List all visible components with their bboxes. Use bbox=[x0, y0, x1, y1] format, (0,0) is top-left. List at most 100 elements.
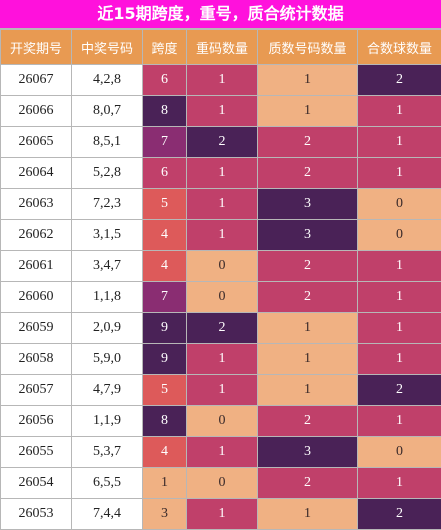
cell-span: 4 bbox=[143, 251, 187, 282]
cell-prime-count: 2 bbox=[258, 282, 358, 313]
cell-span: 5 bbox=[143, 189, 187, 220]
cell-span: 9 bbox=[143, 344, 187, 375]
header-repeat-count: 重码数量 bbox=[187, 30, 258, 65]
cell-composite-count: 1 bbox=[358, 313, 441, 344]
cell-composite-count: 0 bbox=[358, 189, 441, 220]
header-span: 跨度 bbox=[143, 30, 187, 65]
cell-numbers: 1,1,8 bbox=[72, 282, 143, 313]
cell-composite-count: 2 bbox=[358, 65, 441, 96]
cell-repeat-count: 0 bbox=[187, 282, 258, 313]
cell-span: 7 bbox=[143, 127, 187, 158]
cell-prime-count: 1 bbox=[258, 96, 358, 127]
cell-prime-count: 2 bbox=[258, 251, 358, 282]
cell-prime-count: 2 bbox=[258, 127, 358, 158]
cell-issue: 26067 bbox=[1, 65, 72, 96]
cell-prime-count: 2 bbox=[258, 158, 358, 189]
cell-composite-count: 1 bbox=[358, 127, 441, 158]
cell-composite-count: 1 bbox=[358, 406, 441, 437]
cell-composite-count: 1 bbox=[358, 96, 441, 127]
cell-span: 4 bbox=[143, 220, 187, 251]
cell-prime-count: 3 bbox=[258, 189, 358, 220]
cell-span: 1 bbox=[143, 468, 187, 499]
cell-numbers: 5,9,0 bbox=[72, 344, 143, 375]
cell-prime-count: 2 bbox=[258, 468, 358, 499]
cell-issue: 26066 bbox=[1, 96, 72, 127]
cell-composite-count: 0 bbox=[358, 437, 441, 468]
cell-span: 6 bbox=[143, 158, 187, 189]
cell-issue: 26059 bbox=[1, 313, 72, 344]
cell-repeat-count: 2 bbox=[187, 313, 258, 344]
cell-composite-count: 1 bbox=[358, 158, 441, 189]
cell-span: 8 bbox=[143, 96, 187, 127]
cell-span: 7 bbox=[143, 282, 187, 313]
cell-repeat-count: 1 bbox=[187, 65, 258, 96]
cell-repeat-count: 1 bbox=[187, 96, 258, 127]
cell-composite-count: 0 bbox=[358, 220, 441, 251]
cell-issue: 26061 bbox=[1, 251, 72, 282]
cell-numbers: 1,1,9 bbox=[72, 406, 143, 437]
cell-repeat-count: 1 bbox=[187, 344, 258, 375]
cell-repeat-count: 1 bbox=[187, 220, 258, 251]
cell-span: 4 bbox=[143, 437, 187, 468]
cell-prime-count: 3 bbox=[258, 220, 358, 251]
cell-issue: 26064 bbox=[1, 158, 72, 189]
cell-issue: 26055 bbox=[1, 437, 72, 468]
cell-span: 9 bbox=[143, 313, 187, 344]
cell-repeat-count: 1 bbox=[187, 375, 258, 406]
cell-numbers: 4,2,8 bbox=[72, 65, 143, 96]
cell-repeat-count: 0 bbox=[187, 251, 258, 282]
cell-numbers: 2,0,9 bbox=[72, 313, 143, 344]
cell-numbers: 8,0,7 bbox=[72, 96, 143, 127]
header-composite-count: 合数球数量 bbox=[358, 30, 441, 65]
cell-composite-count: 1 bbox=[358, 468, 441, 499]
cell-repeat-count: 1 bbox=[187, 189, 258, 220]
cell-repeat-count: 1 bbox=[187, 158, 258, 189]
cell-numbers: 5,2,8 bbox=[72, 158, 143, 189]
cell-numbers: 5,3,7 bbox=[72, 437, 143, 468]
cell-repeat-count: 1 bbox=[187, 499, 258, 530]
cell-repeat-count: 2 bbox=[187, 127, 258, 158]
cell-composite-count: 2 bbox=[358, 375, 441, 406]
cell-issue: 26056 bbox=[1, 406, 72, 437]
cell-repeat-count: 0 bbox=[187, 468, 258, 499]
cell-numbers: 4,7,9 bbox=[72, 375, 143, 406]
cell-numbers: 3,4,7 bbox=[72, 251, 143, 282]
cell-numbers: 7,2,3 bbox=[72, 189, 143, 220]
cell-composite-count: 1 bbox=[358, 251, 441, 282]
cell-prime-count: 1 bbox=[258, 65, 358, 96]
cell-span: 5 bbox=[143, 375, 187, 406]
cell-span: 8 bbox=[143, 406, 187, 437]
header-row: 开奖期号 中奖号码 跨度 重码数量 质数号码数量 合数球数量 bbox=[1, 30, 441, 65]
cell-issue: 26063 bbox=[1, 189, 72, 220]
header-numbers: 中奖号码 bbox=[72, 30, 143, 65]
cell-repeat-count: 0 bbox=[187, 406, 258, 437]
cell-issue: 26058 bbox=[1, 344, 72, 375]
header-issue: 开奖期号 bbox=[1, 30, 72, 65]
cell-prime-count: 2 bbox=[258, 406, 358, 437]
cell-prime-count: 3 bbox=[258, 437, 358, 468]
cell-prime-count: 1 bbox=[258, 499, 358, 530]
cell-composite-count: 1 bbox=[358, 282, 441, 313]
cell-composite-count: 1 bbox=[358, 344, 441, 375]
cell-issue: 26053 bbox=[1, 499, 72, 530]
cell-span: 3 bbox=[143, 499, 187, 530]
cell-span: 6 bbox=[143, 65, 187, 96]
cell-prime-count: 1 bbox=[258, 313, 358, 344]
